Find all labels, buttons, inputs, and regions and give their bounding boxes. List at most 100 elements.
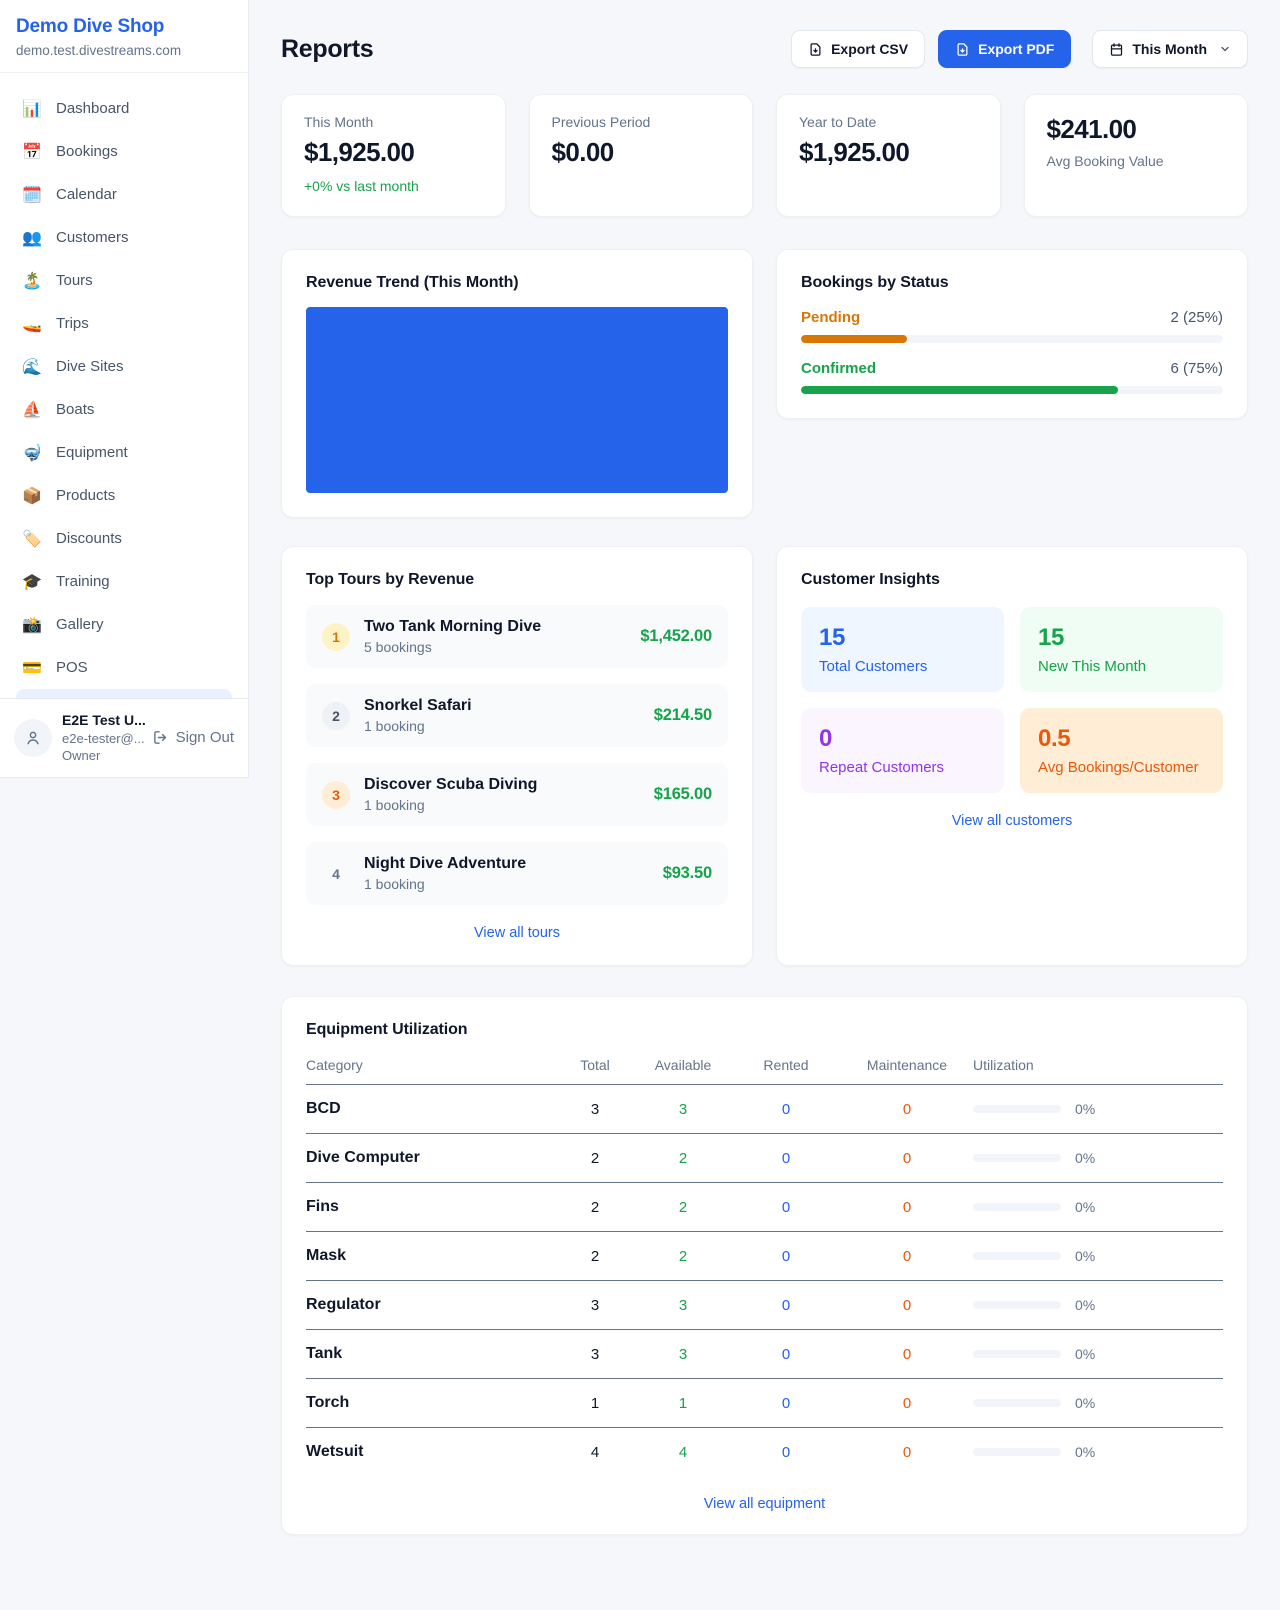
col-header-rented: Rented [731, 1057, 841, 1085]
utilization-cell: 0% [973, 1444, 1223, 1460]
sidebar-item-training[interactable]: 🎓 Training [8, 560, 240, 603]
view-all-equipment-link[interactable]: View all equipment [703, 1496, 826, 1512]
calendar-icon [1111, 42, 1123, 56]
sidebar-item-label: Customers [56, 229, 129, 246]
export-pdf-button[interactable]: Export PDF [938, 30, 1072, 68]
sidebar-item-equipment[interactable]: 🤿 Equipment [8, 431, 240, 474]
tour-row[interactable]: 2 Snorkel Safari 1 booking $214.50 [306, 684, 728, 747]
cell-category: BCD [306, 1084, 555, 1134]
status-row-confirmed: Confirmed 6 (75%) [801, 360, 1223, 394]
col-header-maintenance: Maintenance [841, 1057, 973, 1085]
sidebar-nav: 📊 Dashboard 📅 Bookings 🗓️ Calendar 👥 Cus… [0, 73, 248, 698]
sidebar-item-label: Boats [56, 401, 95, 418]
status-label: Pending [801, 309, 861, 326]
equipment-utilization-card: Equipment Utilization Category Total Ava… [281, 996, 1248, 1535]
sidebar-item-customers[interactable]: 👥 Customers [8, 216, 240, 259]
status-progress-track [801, 386, 1223, 394]
sidebar-item-boats[interactable]: ⛵ Boats [8, 388, 240, 431]
sign-out-button[interactable]: Sign Out [152, 729, 234, 746]
cell-available: 3 [635, 1084, 731, 1134]
table-row: Torch 1 1 0 0 0% [306, 1378, 1223, 1428]
tour-revenue: $1,452.00 [640, 627, 712, 645]
sidebar-item-tours[interactable]: 🏝️ Tours [8, 259, 240, 302]
sidebar-item-pos[interactable]: 💳 POS [8, 646, 240, 689]
cell-available: 2 [635, 1133, 731, 1183]
equipment-utilization-title: Equipment Utilization [306, 1021, 468, 1038]
tour-row[interactable]: 3 Discover Scuba Diving 1 booking $165.0… [306, 763, 728, 826]
file-download-icon [810, 42, 821, 56]
cell-maintenance: 0 [841, 1084, 973, 1134]
utilization-label: 0% [1075, 1101, 1096, 1117]
status-count: 6 (75%) [1170, 360, 1223, 377]
cell-total: 2 [555, 1231, 635, 1281]
tour-bookings: 1 booking [364, 718, 425, 734]
user-role: Owner [62, 748, 101, 764]
sidebar-item-discounts[interactable]: 🏷️ Discounts [8, 517, 240, 560]
bookings-by-status-card: Bookings by Status Pending 2 (25%) Confi… [776, 249, 1248, 419]
table-row: Tank 3 3 0 0 0% [306, 1329, 1223, 1379]
page-title: Reports [281, 34, 374, 63]
utilization-cell: 0% [973, 1101, 1223, 1117]
sidebar-item-trips[interactable]: 🚤 Trips [8, 302, 240, 345]
shop-name: Demo Dive Shop [16, 16, 165, 37]
trips-icon: 🚤 [22, 315, 42, 333]
insight-tile-avg-bookings: 0.5 Avg Bookings/Customer [1020, 708, 1223, 793]
insight-label: Total Customers [819, 658, 928, 675]
stat-label: Year to Date [799, 114, 877, 130]
sidebar-item-reports-partial[interactable] [16, 689, 232, 698]
cell-rented: 0 [731, 1329, 841, 1379]
products-icon: 📦 [22, 487, 42, 505]
table-row: Wetsuit 4 4 0 0 0% [306, 1428, 1223, 1477]
sidebar-item-dashboard[interactable]: 📊 Dashboard [8, 87, 240, 130]
cell-rented: 0 [731, 1378, 841, 1428]
sidebar-item-label: Discounts [56, 530, 122, 547]
gallery-icon: 📸 [22, 616, 42, 634]
table-row: Fins 2 2 0 0 0% [306, 1182, 1223, 1232]
cell-available: 4 [678, 1443, 688, 1461]
stat-delta: +0% vs last month [304, 178, 419, 194]
rank-badge: 2 [322, 701, 350, 730]
sidebar-item-products[interactable]: 📦 Products [8, 474, 240, 517]
user-email: e2e-tester@... [62, 730, 145, 746]
tour-name: Night Dive Adventure [364, 855, 527, 872]
user-panel: E2E Test U... e2e-tester@... Owner Sign … [0, 698, 248, 777]
view-all-tours-link[interactable]: View all tours [474, 925, 560, 941]
rank-badge: 4 [332, 865, 340, 882]
col-header-total: Total [555, 1057, 635, 1085]
dive-sites-icon: 🌊 [22, 358, 42, 376]
status-progress-fill [801, 386, 1118, 394]
insight-value: 0.5 [1038, 725, 1071, 752]
utilization-track [973, 1399, 1061, 1407]
cell-rented: 0 [731, 1280, 841, 1330]
view-all-customers-link[interactable]: View all customers [951, 813, 1073, 829]
revenue-trend-card: Revenue Trend (This Month) [281, 249, 753, 518]
tour-row[interactable]: 1 Two Tank Morning Dive 5 bookings $1,45… [306, 605, 728, 668]
bookings-icon: 📅 [22, 143, 42, 161]
status-progress-fill [801, 335, 907, 343]
utilization-label: 0% [1075, 1395, 1096, 1411]
stat-value: $1,925.00 [304, 137, 415, 167]
cell-total: 2 [555, 1182, 635, 1232]
tour-bookings: 1 booking [364, 876, 425, 892]
sidebar-item-dive-sites[interactable]: 🌊 Dive Sites [8, 345, 240, 388]
revenue-trend-title: Revenue Trend (This Month) [306, 274, 519, 291]
stat-label: Previous Period [551, 114, 651, 130]
utilization-cell: 0% [973, 1395, 1223, 1411]
sidebar-item-gallery[interactable]: 📸 Gallery [8, 603, 240, 646]
table-row: Dive Computer 2 2 0 0 0% [306, 1133, 1223, 1183]
sidebar-item-label: Dive Sites [56, 358, 124, 375]
sidebar-item-calendar[interactable]: 🗓️ Calendar [8, 173, 240, 216]
stat-card-year-to-date: Year to Date $1,925.00 [776, 94, 1001, 217]
sidebar-item-label: POS [56, 659, 88, 676]
cell-maintenance: 0 [841, 1280, 973, 1330]
sign-out-icon [153, 731, 166, 745]
sidebar-item-bookings[interactable]: 📅 Bookings [8, 130, 240, 173]
tour-row[interactable]: 4 Night Dive Adventure 1 booking $93.50 [306, 842, 728, 905]
user-icon [27, 731, 39, 745]
cell-rented: 0 [731, 1182, 841, 1232]
export-csv-button[interactable]: Export CSV [791, 30, 926, 68]
dashboard-icon: 📊 [22, 100, 42, 118]
utilization-track [973, 1105, 1061, 1113]
utilization-label: 0% [1075, 1248, 1096, 1264]
period-dropdown[interactable]: This Month [1092, 30, 1248, 68]
